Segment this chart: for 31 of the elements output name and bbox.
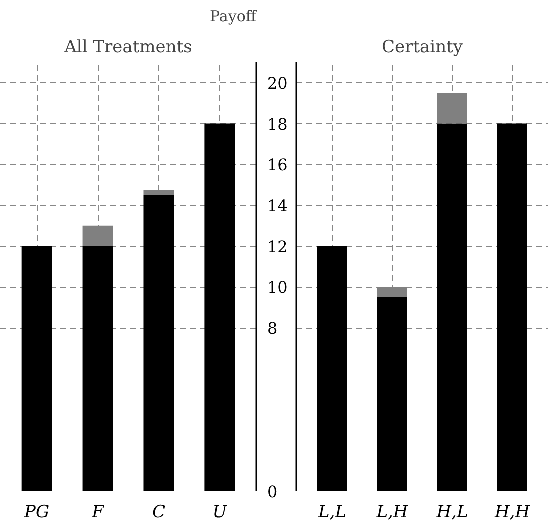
x-tick-label: F xyxy=(91,502,106,522)
bar xyxy=(378,287,408,298)
bar xyxy=(22,246,52,492)
y-tick-label: 20 xyxy=(268,74,288,93)
x-tick-label: H,H xyxy=(494,502,532,522)
y-tick-label: 10 xyxy=(268,278,288,298)
chart-title: All Treatments xyxy=(64,38,192,58)
x-tick-label: PG xyxy=(24,502,50,522)
y-tick-label: 18 xyxy=(268,114,288,134)
y-axis-title: Payoff xyxy=(210,8,258,26)
x-tick-label: C xyxy=(152,502,166,522)
x-tick-label: L,H xyxy=(376,502,410,522)
bar xyxy=(318,246,348,492)
bar xyxy=(498,124,528,492)
bar xyxy=(144,195,174,492)
x-tick-label: H,L xyxy=(436,502,468,522)
y-tick-label: 12 xyxy=(268,237,288,256)
bar xyxy=(438,124,468,492)
bar xyxy=(204,124,236,492)
y-tick-label: 16 xyxy=(268,156,288,175)
y-tick-label: 8 xyxy=(268,319,278,338)
y-tick-label: 0 xyxy=(268,482,278,502)
bar xyxy=(438,93,468,124)
bar xyxy=(82,246,114,492)
bar xyxy=(82,226,114,246)
bar xyxy=(378,297,408,492)
x-tick-label: L,L xyxy=(318,502,346,522)
y-tick-label: 14 xyxy=(268,196,288,216)
chart-title: Certainty xyxy=(382,38,464,58)
bar xyxy=(144,190,174,196)
x-tick-label: U xyxy=(212,502,228,522)
